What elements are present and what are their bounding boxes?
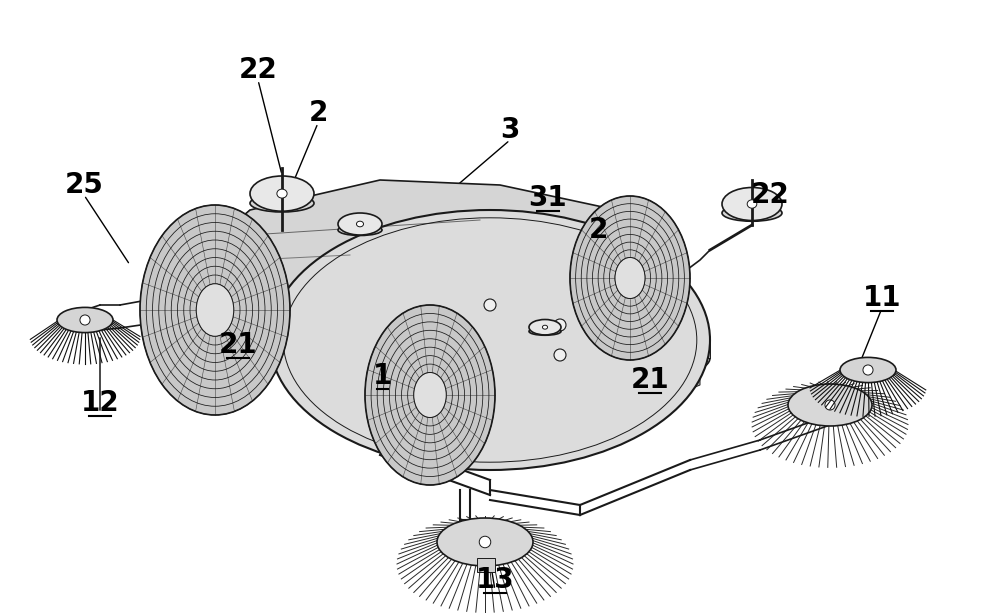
Polygon shape [180, 210, 250, 295]
Ellipse shape [270, 210, 710, 470]
Polygon shape [270, 340, 710, 358]
Text: 22: 22 [751, 181, 789, 209]
Ellipse shape [529, 320, 561, 335]
Ellipse shape [277, 189, 287, 198]
Ellipse shape [615, 257, 645, 299]
Ellipse shape [437, 518, 533, 566]
Polygon shape [640, 360, 700, 410]
Polygon shape [477, 558, 495, 572]
Ellipse shape [788, 384, 872, 426]
Text: 21: 21 [631, 366, 669, 394]
Circle shape [825, 400, 835, 410]
Circle shape [554, 319, 566, 331]
Ellipse shape [338, 213, 382, 235]
Ellipse shape [747, 200, 757, 208]
Polygon shape [570, 310, 700, 385]
Text: 1: 1 [372, 362, 392, 390]
Polygon shape [175, 180, 680, 355]
Circle shape [484, 299, 496, 311]
Text: 21: 21 [219, 331, 257, 359]
Circle shape [554, 349, 566, 361]
Circle shape [479, 537, 491, 548]
Ellipse shape [196, 284, 234, 336]
Circle shape [863, 365, 873, 375]
Ellipse shape [250, 195, 314, 212]
Ellipse shape [542, 325, 548, 329]
Circle shape [424, 349, 436, 361]
Text: 11: 11 [863, 284, 901, 312]
Ellipse shape [570, 196, 690, 360]
Ellipse shape [840, 357, 896, 383]
Ellipse shape [356, 221, 364, 227]
Text: 25: 25 [65, 171, 103, 199]
Circle shape [80, 315, 90, 325]
Ellipse shape [338, 224, 382, 235]
Ellipse shape [414, 373, 446, 418]
Polygon shape [175, 270, 240, 360]
Ellipse shape [140, 205, 290, 415]
Ellipse shape [57, 307, 113, 333]
Ellipse shape [365, 305, 495, 485]
Text: 31: 31 [529, 184, 567, 212]
Text: 13: 13 [476, 566, 514, 594]
Ellipse shape [722, 187, 782, 221]
Ellipse shape [722, 205, 782, 221]
Text: 22: 22 [239, 56, 277, 84]
Ellipse shape [250, 176, 314, 211]
Ellipse shape [529, 328, 561, 335]
Text: 3: 3 [500, 116, 520, 144]
Text: 2: 2 [308, 99, 328, 127]
Circle shape [414, 314, 426, 326]
Text: 12: 12 [81, 389, 119, 417]
Text: 2: 2 [588, 216, 608, 244]
